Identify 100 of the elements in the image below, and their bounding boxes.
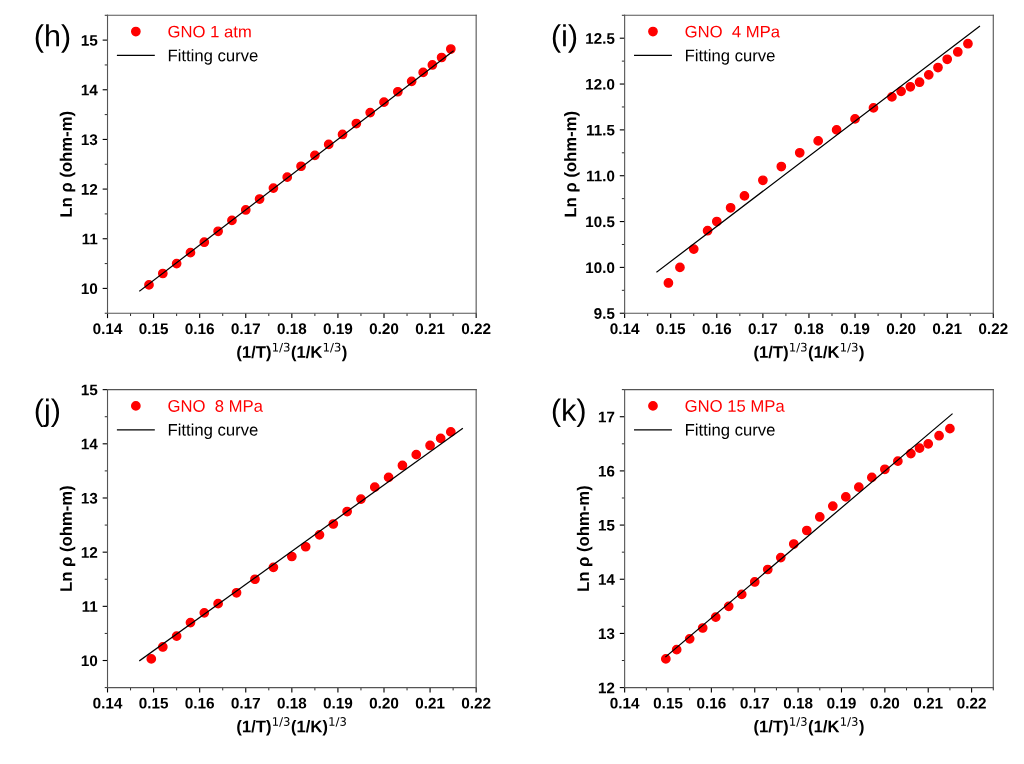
legend-label: Fitting curve xyxy=(168,423,258,440)
x-tick-label: 0.21 xyxy=(932,323,962,335)
x-tick-label: 0.20 xyxy=(369,697,399,709)
point xyxy=(813,136,824,146)
point xyxy=(896,86,906,97)
legend-label: GNO 8 MPa xyxy=(168,400,263,412)
y-axis-title: Ln ρ (ohm-m) xyxy=(576,486,593,591)
point xyxy=(963,38,973,49)
y-tick-label: 13 xyxy=(81,492,98,504)
x-tick-label: 0.18 xyxy=(277,697,307,709)
x-tick-label: 0.22 xyxy=(979,323,1008,335)
point xyxy=(914,77,925,88)
x-tick-label: 0.21 xyxy=(415,323,445,335)
legend-label: Fitting curve xyxy=(686,49,775,65)
legend-label: GNO 1 atm xyxy=(168,25,251,38)
point xyxy=(397,460,408,471)
y-tick-label: 13 xyxy=(598,628,615,640)
point xyxy=(445,44,456,54)
point xyxy=(914,443,925,454)
x-tick-label: 0.19 xyxy=(827,697,856,709)
y-tick-label: 15 xyxy=(81,384,98,396)
point xyxy=(945,423,955,434)
x-tick-label: 0.22 xyxy=(461,323,491,335)
x-tick-label: 0.19 xyxy=(323,697,353,709)
legend-label: GNO 4 MPa xyxy=(685,25,781,38)
x-tick-label: 0.16 xyxy=(702,323,732,335)
x-tick-label: 0.15 xyxy=(139,323,169,335)
x-tick-label: 0.22 xyxy=(461,697,491,709)
x-tick-label: 0.21 xyxy=(415,697,445,709)
x-tick-label: 0.14 xyxy=(93,697,123,709)
y-tick-label: 11 xyxy=(82,601,98,612)
x-tick-label: 0.18 xyxy=(794,323,824,335)
point xyxy=(675,262,685,273)
text: (i) xyxy=(552,24,577,53)
y-tick-label: 11.0 xyxy=(586,170,615,182)
legend-label: Fitting curve xyxy=(168,49,258,65)
point xyxy=(776,161,787,172)
point xyxy=(445,427,456,437)
point xyxy=(934,430,944,441)
point xyxy=(435,433,446,444)
point xyxy=(952,47,963,57)
y-tick-label: 10.0 xyxy=(586,262,615,274)
x-tick-label: 0.14 xyxy=(610,697,640,709)
point xyxy=(146,654,157,664)
y-axis-title: Ln ρ (ohm-m) xyxy=(59,486,76,591)
point xyxy=(794,147,805,158)
y-tick-label: 11 xyxy=(82,233,98,245)
y-tick-label: 14 xyxy=(81,84,98,96)
x-tick-label: 0.15 xyxy=(653,697,683,709)
y-tick-label: 17 xyxy=(598,411,615,423)
point xyxy=(286,551,297,562)
point xyxy=(725,202,736,213)
y-tick-label: 16 xyxy=(598,465,615,477)
x-tick-label: 0.19 xyxy=(323,323,353,335)
x-tick-label: 0.21 xyxy=(913,697,943,709)
point xyxy=(739,191,750,201)
x-tick-label: 0.19 xyxy=(840,323,870,335)
y-tick-label: 15 xyxy=(598,520,615,531)
text: (h) xyxy=(35,24,70,53)
text: (j) xyxy=(35,398,60,428)
y-tick-label: 10 xyxy=(81,655,98,667)
y-tick-label: 10 xyxy=(81,283,98,295)
point xyxy=(801,525,812,536)
x-tick-label: 0.17 xyxy=(231,323,260,335)
y-tick-label: 14 xyxy=(598,574,615,585)
y-tick-label: 10.5 xyxy=(586,216,615,228)
x-tick-label: 0.17 xyxy=(748,323,778,335)
point xyxy=(660,654,671,664)
x-tick-label: 0.14 xyxy=(610,323,640,335)
point xyxy=(758,175,768,186)
point xyxy=(814,512,825,522)
y-tick-label: 11.5 xyxy=(586,124,615,136)
x-tick-label: 0.15 xyxy=(139,697,169,709)
point xyxy=(827,501,838,511)
x-axis-title: (1/T)$^{1/3}$(1/K$^{1/3}$) xyxy=(754,342,864,362)
x-tick-label: 0.22 xyxy=(957,697,986,709)
y-tick-label: 12 xyxy=(81,547,98,558)
x-axis-title: (1/T)$^{1/3}$(1/K$^{1/3}$) xyxy=(754,717,864,736)
point xyxy=(688,244,699,254)
point xyxy=(411,449,422,460)
point xyxy=(425,440,435,451)
x-tick-label: 0.17 xyxy=(231,697,260,709)
point xyxy=(905,81,916,92)
x-tick-label: 0.18 xyxy=(783,697,813,709)
point xyxy=(933,62,943,73)
point xyxy=(923,438,934,449)
y-tick-label: 12.5 xyxy=(586,33,615,44)
x-tick-label: 0.16 xyxy=(185,323,214,335)
y-tick-label: 14 xyxy=(81,438,98,450)
point xyxy=(942,54,953,65)
x-tick-label: 0.17 xyxy=(740,697,769,709)
y-tick-label: 12 xyxy=(81,183,98,195)
x-tick-label: 0.16 xyxy=(185,697,214,709)
x-axis-title: (1/T)$^{1/3}$(1/K)$^{1/3}$ xyxy=(237,717,346,736)
y-axis-title: Ln ρ (ohm-m) xyxy=(59,111,76,217)
legend-label: Fitting curve xyxy=(686,423,775,440)
x-tick-label: 0.20 xyxy=(870,697,900,709)
point xyxy=(840,492,851,502)
y-tick-label: 12 xyxy=(598,682,615,694)
y-tick-label: 15 xyxy=(81,35,98,46)
